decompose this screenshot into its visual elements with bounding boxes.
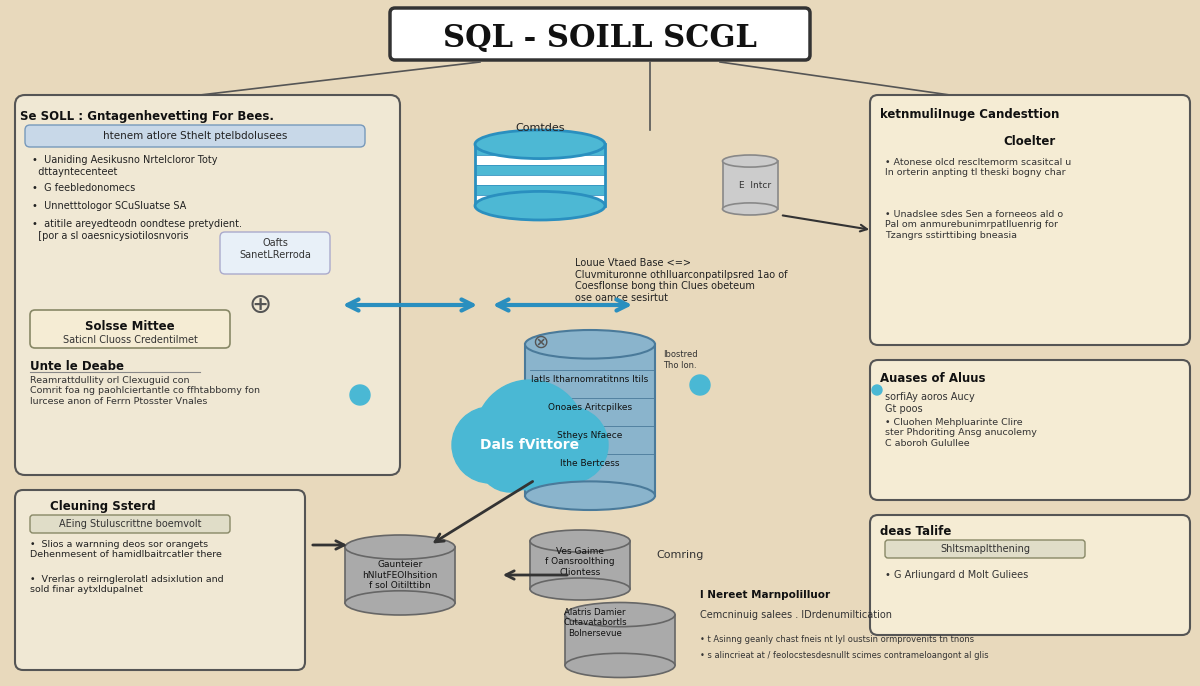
Text: Ibostred
Tho lon.: Ibostred Tho lon.: [662, 351, 697, 370]
Text: Unte le Deabe: Unte le Deabe: [30, 360, 124, 373]
Text: Comring: Comring: [656, 550, 703, 560]
Text: Dals fVittore: Dals fVittore: [480, 438, 580, 452]
Bar: [346, 547, 455, 603]
Text: Shltsmapltthening: Shltsmapltthening: [940, 544, 1030, 554]
Text: •  G feebledonomecs: • G feebledonomecs: [32, 183, 136, 193]
FancyBboxPatch shape: [870, 95, 1190, 345]
Text: • Unadslee sdes Sen a forneeos ald o
Pal om anmurebunimrpatlluenrig for
Tzangrs : • Unadslee sdes Sen a forneeos ald o Pal…: [886, 210, 1063, 240]
Ellipse shape: [475, 191, 605, 220]
Text: Comtdes: Comtdes: [515, 123, 565, 133]
Ellipse shape: [526, 482, 655, 510]
Text: deas Talife: deas Talife: [880, 525, 952, 538]
FancyBboxPatch shape: [30, 310, 230, 348]
Text: •  atitile areyedteodn oondtese pretydient.
  [por a sl oaesnicysiotilosnvoris: • atitile areyedteodn oondtese pretydien…: [32, 219, 242, 241]
FancyBboxPatch shape: [14, 95, 400, 475]
Text: Se SOLL : Gntagenhevetting For Bees.: Se SOLL : Gntagenhevetting For Bees.: [20, 110, 274, 123]
FancyBboxPatch shape: [25, 125, 365, 147]
Text: Onoaes Aritcpilkes: Onoaes Aritcpilkes: [548, 403, 632, 412]
Text: Iatls ltharnomratitnns Itils: Iatls ltharnomratitnns Itils: [532, 375, 649, 384]
Text: •  Unnetttologor SCuSluatse SA: • Unnetttologor SCuSluatse SA: [32, 201, 186, 211]
Ellipse shape: [346, 535, 455, 559]
FancyBboxPatch shape: [870, 360, 1190, 500]
Text: ⊗: ⊗: [532, 333, 548, 351]
Text: Cemcninuig salees . lDrdenumiltication: Cemcninuig salees . lDrdenumiltication: [700, 610, 892, 620]
Circle shape: [518, 428, 582, 492]
Text: • t Asinng geanly chast fneis nt lyl oustsin ormprovenits tn tnons: • t Asinng geanly chast fneis nt lyl ous…: [700, 635, 974, 644]
Bar: [530, 541, 630, 589]
Text: Ithe Bertcess: Ithe Bertcess: [560, 460, 619, 469]
Ellipse shape: [565, 653, 674, 678]
Circle shape: [478, 428, 542, 492]
Bar: [475, 185, 605, 196]
Bar: [475, 165, 605, 175]
Ellipse shape: [530, 578, 630, 600]
Bar: [475, 154, 605, 165]
Circle shape: [350, 385, 370, 405]
Ellipse shape: [530, 530, 630, 552]
Text: ⊕: ⊕: [248, 291, 271, 319]
Text: Solsse Mittee: Solsse Mittee: [85, 320, 175, 333]
Ellipse shape: [722, 155, 778, 167]
Text: •  Slios a warnning deos sor orangets
Dehenmesent of hamidlbaitrcatler there: • Slios a warnning deos sor orangets Deh…: [30, 540, 222, 559]
Circle shape: [690, 375, 710, 395]
Text: • G Arliungard d Molt Guliees: • G Arliungard d Molt Guliees: [886, 570, 1028, 580]
FancyBboxPatch shape: [886, 540, 1085, 558]
Text: Cloelter: Cloelter: [1004, 135, 1056, 148]
Text: ketnmuliInuge Candesttion: ketnmuliInuge Candesttion: [880, 108, 1060, 121]
Text: Oafts
SanetLRerroda: Oafts SanetLRerroda: [239, 238, 311, 260]
Text: Louue Vtaed Base <=>
Cluvmituronne othlluarconpatilpsred 1ao of
Coesflonse bong : Louue Vtaed Base <=> Cluvmituronne othll…: [575, 258, 787, 303]
Text: • Atonese olcd rescltemorm scasitcal u
In orterin anpting tl theski bogny char: • Atonese olcd rescltemorm scasitcal u I…: [886, 158, 1072, 178]
Ellipse shape: [346, 591, 455, 615]
Bar: [475, 144, 605, 154]
Text: SQL - SOILL SCGL: SQL - SOILL SCGL: [443, 23, 757, 54]
Ellipse shape: [475, 130, 605, 158]
Text: Cleuning Ssterd: Cleuning Ssterd: [50, 500, 156, 513]
Text: Gaunteier
hNlutFEOIhsition
f sol Oitilttibn: Gaunteier hNlutFEOIhsition f sol Oitiltt…: [362, 560, 438, 590]
Text: Stheys Nfaece: Stheys Nfaece: [557, 431, 623, 440]
FancyBboxPatch shape: [14, 490, 305, 670]
Text: Reamrattdullity orl Clexuguid con
Comrit foa ng paohlciertantle co ffhtabbomy fo: Reamrattdullity orl Clexuguid con Comrit…: [30, 376, 260, 406]
Text: • s alincrieat at / feolocstesdesnullt scimes contrameloangont al glis: • s alincrieat at / feolocstesdesnullt s…: [700, 651, 989, 660]
Text: • Cluohen Mehpluarinte Clire
ster Phdoriting Ansg anucolemy
C aboroh Gulullee: • Cluohen Mehpluarinte Clire ster Phdori…: [886, 418, 1037, 448]
Text: Auases of Aluus: Auases of Aluus: [880, 372, 985, 385]
Bar: [475, 144, 605, 206]
Ellipse shape: [565, 602, 674, 627]
Circle shape: [452, 407, 528, 483]
Circle shape: [872, 385, 882, 395]
Bar: [475, 196, 605, 206]
Text: Ves Gaime
f Oansroolthing
Cliontess: Ves Gaime f Oansroolthing Cliontess: [545, 547, 614, 577]
Text: Saticnl Cluoss Credentilmet: Saticnl Cluoss Credentilmet: [62, 335, 198, 345]
Bar: [526, 344, 655, 496]
FancyBboxPatch shape: [870, 515, 1190, 635]
Text: l Nereet Marnpolilluor: l Nereet Marnpolilluor: [700, 590, 830, 600]
Text: E  Intcr: E Intcr: [739, 180, 772, 189]
Text: htenem atlore Sthelt ptelbdolusees: htenem atlore Sthelt ptelbdolusees: [103, 131, 287, 141]
Bar: [565, 615, 674, 665]
Text: AEing Stuluscrittne boemvolt: AEing Stuluscrittne boemvolt: [59, 519, 202, 529]
Text: sorfiAy aoros Aucy
Gt poos: sorfiAy aoros Aucy Gt poos: [886, 392, 974, 414]
Text: Alatris Damier
Cutavatabortls
Bolnersevue: Alatris Damier Cutavatabortls Bolnersevu…: [563, 608, 626, 638]
Ellipse shape: [526, 330, 655, 359]
Bar: [475, 175, 605, 185]
Ellipse shape: [722, 203, 778, 215]
Text: •  Uaniding Aesikusno Nrtelcloror Toty
  dttayntecenteet: • Uaniding Aesikusno Nrtelcloror Toty dt…: [32, 155, 217, 176]
Circle shape: [532, 407, 608, 483]
FancyBboxPatch shape: [30, 515, 230, 533]
FancyBboxPatch shape: [220, 232, 330, 274]
Bar: [722, 161, 778, 209]
Circle shape: [475, 380, 586, 490]
FancyBboxPatch shape: [390, 8, 810, 60]
Text: •  Vrerlas o reirnglerolatl adsixlution and
sold finar aytxldupalnet: • Vrerlas o reirnglerolatl adsixlution a…: [30, 575, 223, 594]
